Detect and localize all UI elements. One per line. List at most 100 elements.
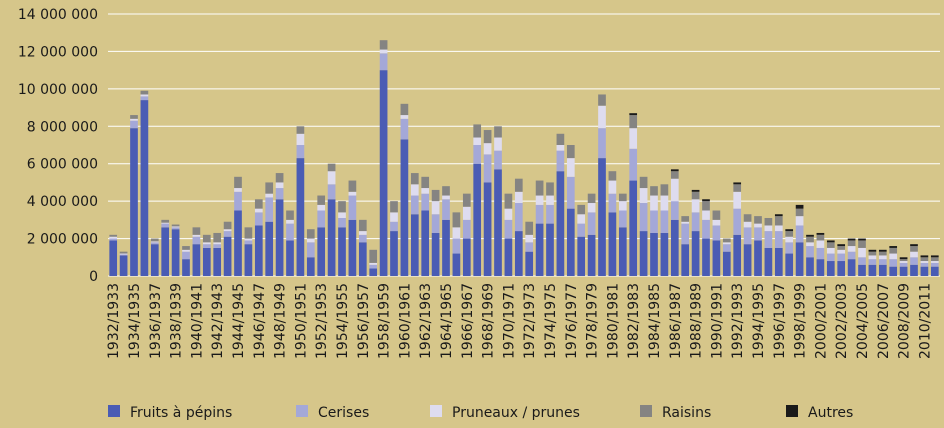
y-tick-label: 10 000 000	[18, 82, 98, 98]
bar-segment	[369, 264, 378, 269]
bar-segment	[369, 268, 378, 276]
bar-segment	[410, 184, 419, 196]
bar-segment	[150, 238, 159, 242]
legend-label: Cerises	[318, 405, 369, 421]
bar-segment	[920, 261, 929, 263]
bar-segment	[546, 182, 554, 196]
bar-segment	[847, 251, 856, 260]
bar-segment	[348, 195, 357, 220]
bar-segment	[442, 195, 450, 200]
bar-segment	[317, 204, 326, 211]
bar-segment	[327, 163, 336, 172]
bar-segment	[182, 251, 190, 260]
bar-segment	[774, 231, 783, 248]
bar-segment	[691, 189, 700, 192]
bar-segment	[234, 191, 242, 211]
bar-segment	[254, 212, 263, 226]
bar-segment	[899, 262, 908, 267]
y-tick-label: 14 000 000	[18, 7, 98, 23]
bar-segment	[681, 223, 690, 245]
bar-segment	[826, 261, 835, 276]
bar-segment	[306, 229, 315, 239]
bar-segment	[743, 244, 752, 276]
bar-segment	[254, 199, 263, 209]
bar-segment	[889, 246, 898, 248]
bar-segment	[847, 238, 856, 241]
bar-segment	[379, 49, 388, 54]
bar-segment	[421, 188, 430, 194]
bar-segment	[171, 226, 180, 228]
bar-segment	[608, 180, 617, 194]
bar-segment	[525, 251, 534, 276]
bar-segment	[109, 240, 118, 276]
bar-segment	[421, 210, 430, 276]
bar-segment	[358, 234, 367, 243]
x-tick-label: 2006/2007	[876, 283, 892, 359]
x-tick-label: 1980/1981	[605, 283, 621, 359]
bar-segment	[265, 182, 274, 194]
bar-segment	[556, 133, 565, 145]
bar-segment	[514, 178, 523, 192]
bar-segment	[795, 242, 804, 276]
bar-segment	[275, 182, 284, 189]
bar-segment	[691, 231, 700, 276]
bar-segment	[286, 240, 294, 276]
x-tick-label: 1958/1959	[377, 283, 393, 359]
bar-segment	[910, 257, 918, 265]
bar-segment	[504, 208, 513, 220]
bar-segment	[650, 195, 658, 211]
bar-segment	[213, 242, 222, 245]
bar-segment	[556, 150, 565, 172]
x-tick-label: 1948/1949	[273, 283, 289, 359]
bar-segment	[192, 234, 201, 237]
bar-segment	[306, 238, 315, 243]
bar-segment	[244, 238, 253, 241]
bar-segment	[826, 242, 835, 248]
bar-segment	[442, 186, 450, 196]
bar-segment	[743, 227, 752, 245]
bar-segment	[816, 240, 825, 248]
bar-segment	[910, 244, 918, 247]
bar-segment	[161, 227, 170, 276]
bar-segment	[702, 201, 710, 211]
bar-segment	[629, 148, 638, 181]
bar-segment	[733, 191, 742, 209]
bar-segment	[774, 225, 783, 232]
bar-segment	[754, 227, 762, 241]
x-tick-label: 1978/1979	[585, 283, 601, 359]
bar-segment	[473, 145, 482, 164]
bar-segment	[494, 126, 502, 138]
bar-segment	[546, 204, 554, 224]
bar-segment	[691, 199, 700, 213]
bar-segment	[140, 90, 149, 95]
bar-segment	[878, 251, 887, 256]
bar-segment	[369, 249, 378, 263]
bar-segment	[192, 227, 201, 235]
bar-segment	[223, 236, 232, 276]
x-tick-label: 1988/1989	[689, 283, 705, 359]
bar-segment	[566, 158, 575, 177]
bar-segment	[639, 188, 648, 204]
bar-segment	[608, 171, 617, 181]
bar-segment	[504, 193, 513, 209]
bar-segment	[598, 94, 606, 106]
x-tick-label: 1960/1961	[397, 283, 413, 359]
bar-segment	[171, 227, 180, 230]
bar-segment	[878, 255, 887, 260]
x-tick-label: 1976/1977	[564, 283, 580, 359]
bar-segment	[868, 264, 877, 276]
bar-segment	[161, 219, 170, 223]
bar-segment	[306, 242, 315, 258]
x-tick-label: 1998/1999	[793, 283, 809, 359]
x-tick-label: 1970/1971	[501, 283, 517, 359]
bar-segment	[338, 227, 346, 276]
bar-segment	[161, 222, 170, 224]
x-tick-label: 1984/1985	[647, 283, 663, 359]
bar-segment	[837, 253, 846, 262]
bar-segment	[878, 264, 887, 276]
bar-segment	[150, 244, 159, 276]
bar-segment	[400, 103, 409, 116]
bar-segment	[920, 255, 929, 258]
bar-segment	[910, 251, 918, 258]
x-tick-label: 1986/1987	[668, 283, 684, 359]
